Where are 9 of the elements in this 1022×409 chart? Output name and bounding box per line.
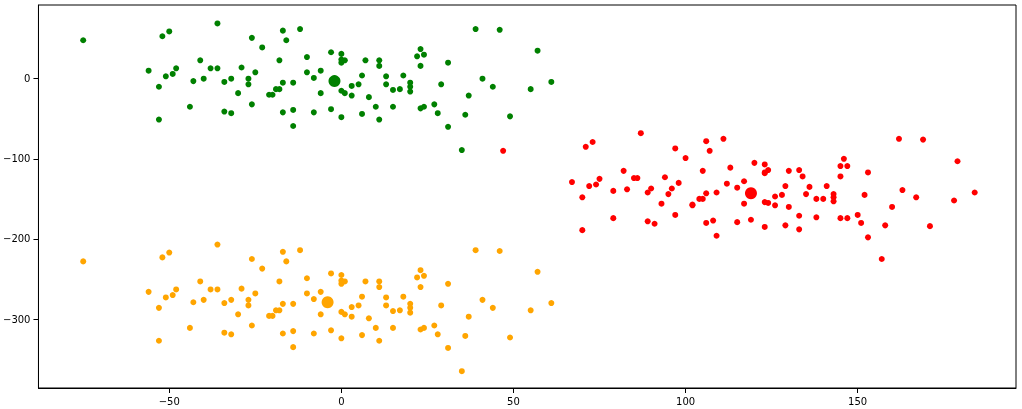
x-tick-label: −50 xyxy=(158,395,180,407)
y-tick-label: 0 xyxy=(24,73,31,85)
x-tick-label: 0 xyxy=(338,395,345,407)
y-tick-label: −200 xyxy=(3,233,31,245)
x-tick-label: 100 xyxy=(676,395,696,407)
x-tick-label: 150 xyxy=(848,395,868,407)
x-tick-label: 50 xyxy=(507,395,520,407)
y-tick-label: −300 xyxy=(3,313,31,325)
y-tick-label: −100 xyxy=(3,153,31,165)
